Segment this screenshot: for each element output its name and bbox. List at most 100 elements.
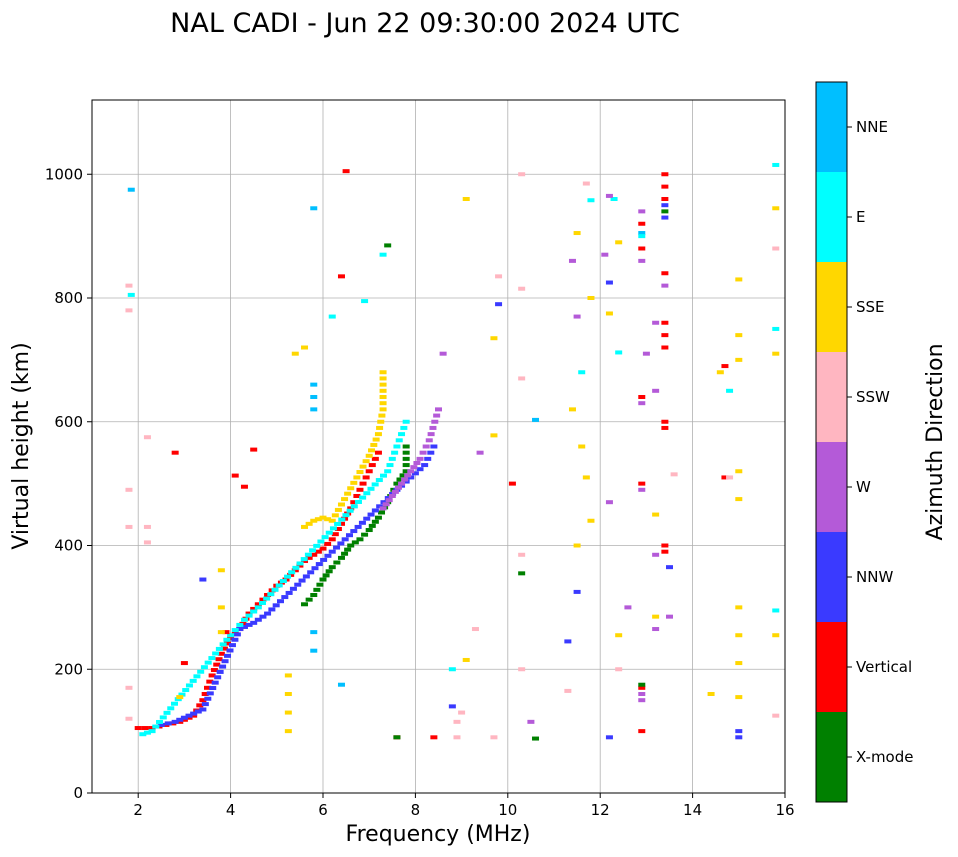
echo-mark-e: [148, 729, 156, 734]
echo-mark-e: [342, 513, 350, 518]
echo-mark-w: [439, 351, 447, 356]
echo-mark-nne: [638, 231, 646, 236]
echo-mark-vertical: [220, 646, 228, 651]
echo-mark-e: [139, 732, 147, 737]
echo-mark-x-mode: [374, 515, 382, 520]
colorbar-label: W: [856, 478, 871, 496]
y-axis-title: Virtual height (km): [9, 342, 34, 549]
x-tick-label: 12: [591, 801, 610, 819]
echo-mark-nnw: [402, 479, 410, 484]
echo-mark-sse: [314, 517, 322, 522]
echo-mark-vertical: [721, 364, 729, 369]
echo-mark-nnw: [315, 562, 323, 567]
echo-mark-vertical: [190, 713, 198, 718]
echo-mark-sse: [362, 459, 370, 464]
echo-mark-vertical: [201, 692, 209, 696]
echo-mark-e: [240, 617, 248, 622]
plot-border: [91, 99, 786, 794]
echo-mark-e: [300, 557, 308, 562]
colorbar-segment-nne: [816, 82, 847, 172]
echo-mark-ssw: [125, 487, 133, 492]
echo-mark-nnw: [214, 675, 222, 680]
echo-mark-nnw: [363, 516, 371, 521]
echo-mark-x-mode: [532, 736, 540, 741]
echo-mark-nnw: [424, 456, 432, 461]
echo-mark-x-mode: [319, 577, 327, 582]
echo-mark-e: [159, 715, 167, 720]
echo-mark-sse: [735, 633, 743, 638]
echo-mark-nnw: [185, 713, 193, 718]
colorbar-segment-sse: [816, 262, 847, 352]
echo-mark-nnw: [416, 467, 424, 472]
echo-mark-x-mode: [347, 543, 355, 548]
echo-mark-sse: [301, 524, 309, 529]
echo-mark-sse: [176, 695, 184, 700]
echo-mark-vertical: [314, 549, 322, 554]
echo-mark-x-mode: [384, 500, 392, 505]
echo-mark-nnw: [393, 487, 401, 492]
echo-mark-ssw: [143, 540, 151, 545]
echo-mark-vertical: [208, 673, 216, 678]
echo-mark-vertical: [250, 606, 258, 611]
echo-mark-x-mode: [356, 537, 364, 542]
echo-mark-vertical: [353, 494, 361, 498]
echo-mark-nnw: [307, 570, 315, 575]
echo-mark-ssw: [453, 735, 461, 740]
echo-mark-vertical: [334, 527, 342, 531]
echo-mark-nnw: [564, 639, 572, 644]
echo-mark-e: [726, 388, 734, 393]
echo-mark-vertical: [305, 555, 313, 560]
echo-mark-vertical: [638, 729, 646, 734]
echo-mark-e: [236, 622, 244, 627]
colorbar-label: X-mode: [856, 748, 913, 766]
echo-mark-vertical: [204, 685, 211, 690]
plot-frame: [92, 100, 785, 793]
colorbar-segment-w: [816, 442, 847, 532]
echo-mark-nnw: [233, 632, 241, 637]
echo-mark-w: [435, 407, 442, 412]
echo-mark-sse: [735, 357, 743, 362]
echo-mark-w: [638, 401, 646, 406]
echo-mark-w: [391, 489, 399, 494]
echo-mark-sse: [573, 543, 581, 548]
echo-mark-sse: [305, 521, 313, 526]
echo-mark-e: [231, 628, 239, 633]
echo-mark-nnw: [421, 463, 429, 468]
echo-mark-nnw: [199, 707, 207, 712]
echo-mark-x-mode: [351, 540, 359, 545]
echo-mark-e: [321, 535, 329, 540]
echo-mark-e: [338, 517, 346, 522]
echo-mark-nnw: [250, 620, 258, 625]
echo-mark-nnw: [324, 553, 332, 558]
echo-mark-sse: [376, 425, 384, 430]
echo-mark-e: [171, 701, 178, 706]
echo-mark-sse: [324, 517, 332, 522]
echo-mark-nne: [337, 682, 345, 687]
echo-mark-nnw: [376, 504, 384, 509]
echo-mark-e: [375, 478, 383, 483]
echo-mark-vertical: [661, 333, 669, 338]
x-axis: 2 4 6 8 10 12 14 16: [133, 793, 795, 819]
echo-mark-nnw: [661, 203, 669, 208]
echo-mark-vertical: [365, 469, 373, 474]
colorbar-label: Vertical: [856, 658, 912, 676]
echo-mark-w: [652, 388, 660, 393]
echo-mark-w: [410, 465, 418, 470]
grid: [92, 100, 786, 794]
echo-mark-ssw: [125, 308, 133, 313]
echo-mark-w: [652, 320, 660, 325]
echo-mark-nnw: [190, 711, 198, 716]
colorbar-label: NNE: [856, 118, 888, 136]
y-axis: 0 200 400 600 800 1000: [45, 165, 92, 802]
echo-mark-w: [379, 506, 387, 511]
echo-mark-vertical: [215, 657, 223, 662]
echo-mark-nnw: [180, 715, 188, 720]
echo-mark-ssw: [518, 667, 526, 672]
echo-mark-e: [334, 521, 342, 526]
data-marks: [125, 162, 780, 741]
echo-mark-nne: [310, 630, 318, 635]
x-tick-label: 8: [411, 801, 421, 819]
echo-mark-sse: [568, 407, 576, 412]
echo-mark-nne: [310, 648, 318, 653]
echo-mark-w: [431, 419, 439, 424]
